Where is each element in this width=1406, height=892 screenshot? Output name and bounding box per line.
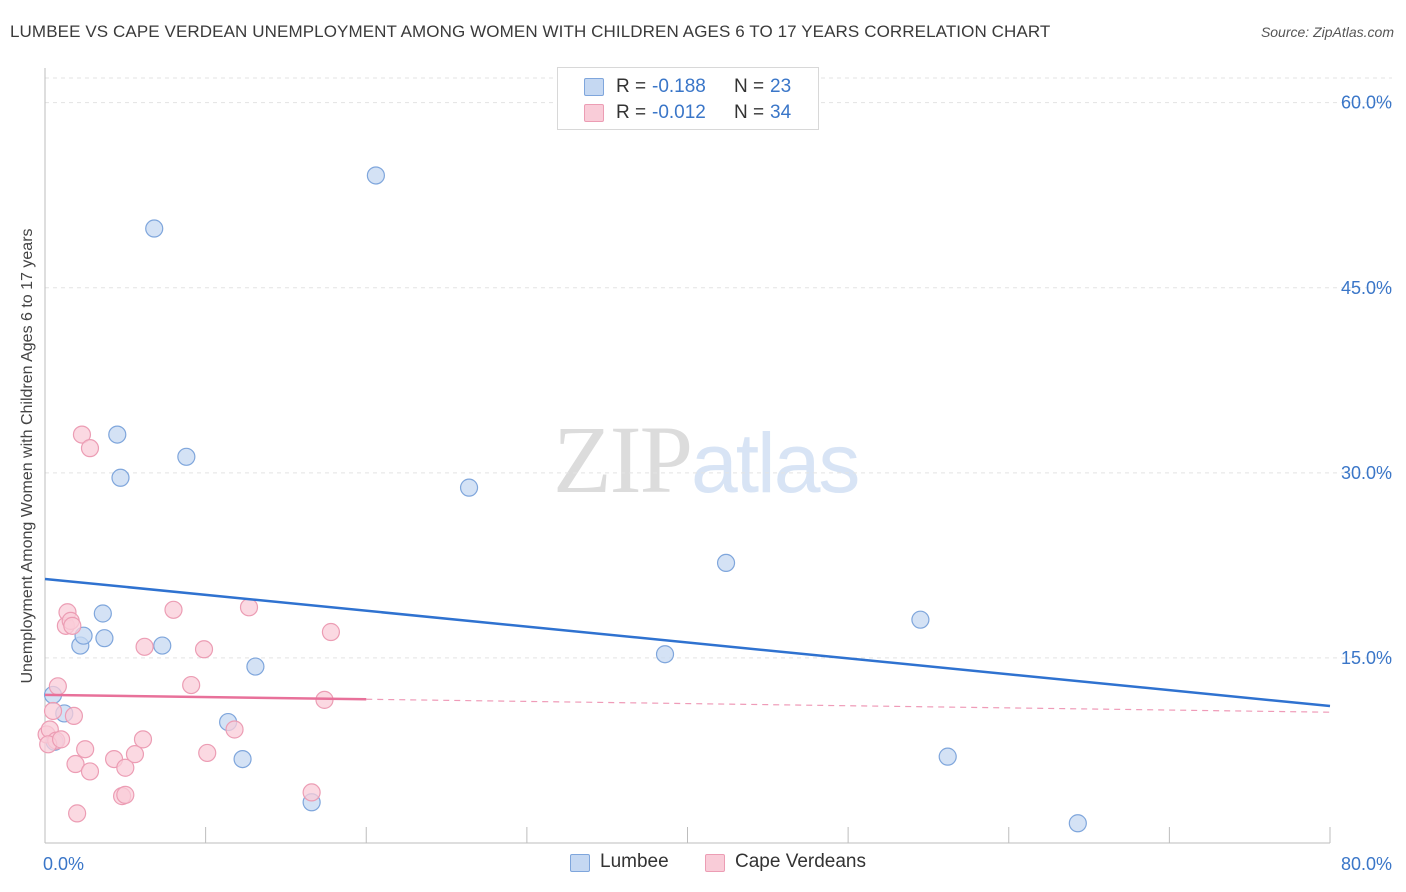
cape-verdeans-point <box>321 622 341 642</box>
cape-verdeans-point <box>68 804 87 823</box>
lumbee-point <box>233 749 252 769</box>
legend-n-value-cape-verdeans: 34 <box>770 102 792 123</box>
y-tick-label: 15.0% <box>1341 648 1392 668</box>
cape-verdeans-point <box>63 616 82 635</box>
cape-verdeans-swatch <box>705 854 725 872</box>
legend-r-label: R = <box>616 76 647 97</box>
lumbee-point <box>938 747 957 766</box>
cape-verdeans-point <box>116 758 135 777</box>
legend-n-label: N = <box>734 76 765 97</box>
lumbee-point <box>93 604 112 623</box>
watermark-zip: ZIP <box>553 406 693 513</box>
lumbee-swatch <box>584 78 604 96</box>
watermark-atlas: atlas <box>691 416 860 510</box>
cape-verdeans-point <box>43 701 63 721</box>
cape-verdeans-point <box>66 754 85 774</box>
watermark: ZIPatlas <box>553 404 860 515</box>
lumbee-swatch <box>570 854 590 872</box>
lumbee-point <box>153 636 172 655</box>
x-tick-label-max: 80.0% <box>1341 854 1392 874</box>
y-tick-label: 30.0% <box>1341 463 1392 483</box>
cape-verdeans-point <box>194 640 214 659</box>
lumbee-point <box>95 629 114 648</box>
legend-r-value-lumbee: -0.188 <box>652 76 706 97</box>
legend-n-label: N = <box>734 102 765 123</box>
lumbee-point <box>1068 814 1087 833</box>
legend-label-lumbee: Lumbee <box>600 851 669 872</box>
source-credit: Source: ZipAtlas.com <box>1260 24 1394 40</box>
cape-verdeans-point <box>80 762 100 781</box>
lumbee-point <box>655 645 675 664</box>
cape-verdeans-point <box>116 785 135 804</box>
cape-verdeans-point <box>239 598 259 617</box>
cape-verdeans-point <box>48 677 67 696</box>
lumbee-point <box>177 447 196 466</box>
legend-n-value-lumbee: 23 <box>770 76 792 97</box>
x-tick-label-min: 0.0% <box>43 854 84 874</box>
lumbee-point <box>145 219 164 238</box>
cape-verdeans-point <box>164 600 183 619</box>
chart-title: LUMBEE VS CAPE VERDEAN UNEMPLOYMENT AMON… <box>10 22 1051 41</box>
cape-verdeans-trendline-extension <box>366 698 1331 713</box>
lumbee-point <box>108 425 127 444</box>
cape-verdeans-point <box>302 783 321 802</box>
legend-r-value-cape-verdeans: -0.012 <box>652 102 706 123</box>
lumbee-trendline <box>44 577 1331 708</box>
cape-verdeans-point <box>80 439 100 458</box>
legend-r-label: R = <box>616 102 647 123</box>
lumbee-point <box>366 166 385 185</box>
lumbee-point <box>911 610 930 629</box>
cape-verdeans-point <box>198 743 217 763</box>
cape-verdeans-point <box>72 425 92 444</box>
cape-verdeans-point <box>133 730 153 749</box>
cape-verdeans-swatch <box>584 104 604 122</box>
cape-verdeans-point <box>182 675 201 695</box>
cape-verdeans-point <box>225 720 244 739</box>
lumbee-point <box>716 553 736 573</box>
cape-verdeans-point <box>76 740 95 759</box>
y-tick-label: 60.0% <box>1341 93 1392 113</box>
y-tick-label: 45.0% <box>1341 278 1392 298</box>
cape-verdeans-point <box>64 706 84 726</box>
y-axis-label: Unemployment Among Women with Children A… <box>19 228 36 684</box>
cape-verdeans-trendline <box>44 693 367 701</box>
lumbee-point <box>246 657 265 676</box>
cape-verdeans-point <box>125 745 145 764</box>
lumbee-point <box>459 478 479 497</box>
legend-label-cape-verdeans: Cape Verdeans <box>735 851 866 872</box>
correlation-legend: R = -0.188 N = 23 R = -0.012 N = 34 <box>557 67 819 130</box>
lumbee-point <box>111 468 130 487</box>
cape-verdeans-point <box>135 637 154 656</box>
cape-verdeans-point <box>51 730 71 749</box>
